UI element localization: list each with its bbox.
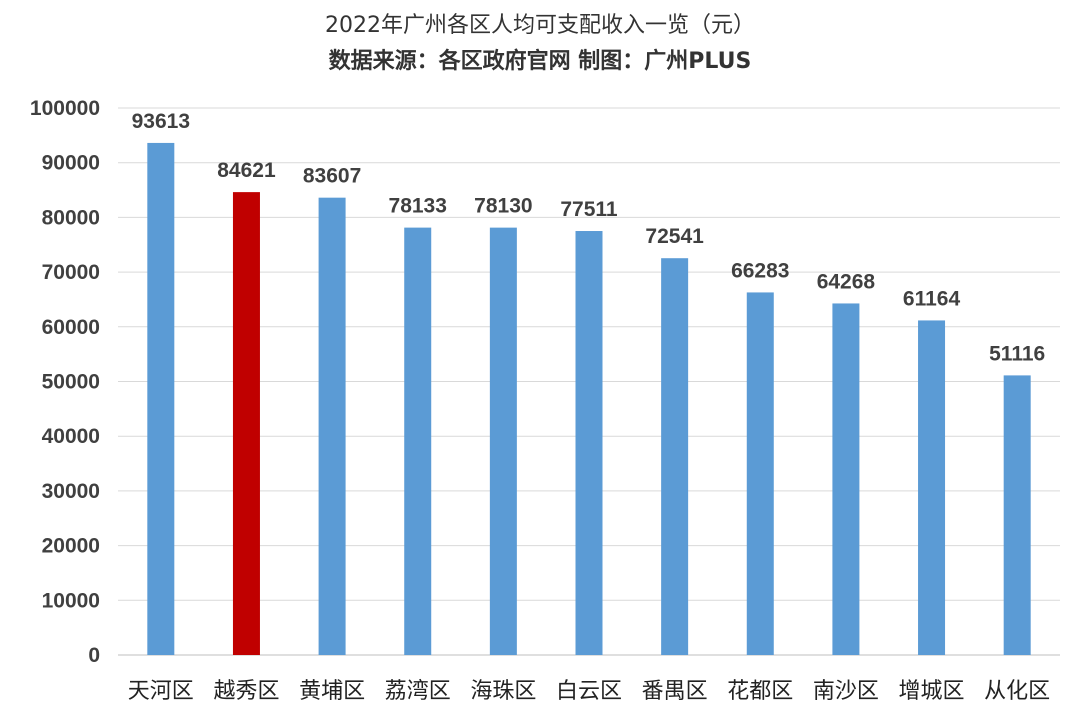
x-tick-label: 白云区 bbox=[556, 679, 622, 704]
y-tick-label: 70000 bbox=[42, 261, 100, 284]
y-tick-label: 30000 bbox=[42, 480, 100, 503]
bar bbox=[1003, 375, 1031, 655]
data-labels: 93613 84621 83607 78133 78130 77511 72541 66283… bbox=[132, 110, 1046, 365]
chart-title: 2022年广州各区人均可支配收入一览（元） bbox=[325, 13, 755, 38]
y-tick-label: 100000 bbox=[30, 97, 100, 120]
x-axis-ticks: 天河区 越秀区 黄埔区 荔湾区 海珠区 白云区 番禺区 花都区 南沙区 增城区 从化区 bbox=[128, 679, 1050, 704]
y-tick-label: 60000 bbox=[42, 316, 100, 339]
x-tick-label: 番禺区 bbox=[642, 679, 708, 704]
bar bbox=[746, 292, 774, 655]
y-tick-label: 40000 bbox=[42, 425, 100, 448]
bar bbox=[661, 258, 689, 655]
bar bbox=[918, 320, 946, 655]
bars bbox=[147, 142, 1031, 656]
y-tick-label: 20000 bbox=[42, 535, 100, 558]
bar bbox=[147, 142, 175, 655]
x-tick-label: 天河区 bbox=[128, 679, 194, 704]
y-tick-label: 10000 bbox=[42, 589, 100, 612]
data-label: 93613 bbox=[132, 110, 190, 133]
data-label: 51116 bbox=[989, 342, 1045, 365]
chart-subtitle: 数据来源：各区政府官网 制图：广州PLUS bbox=[329, 48, 752, 74]
x-tick-label: 南沙区 bbox=[813, 679, 879, 704]
data-label: 72541 bbox=[645, 225, 704, 248]
y-tick-label: 80000 bbox=[42, 206, 100, 229]
bar bbox=[832, 303, 860, 655]
bar bbox=[575, 231, 603, 655]
x-tick-label: 海珠区 bbox=[470, 679, 536, 704]
data-label: 66283 bbox=[731, 259, 789, 282]
data-label: 83607 bbox=[303, 165, 361, 188]
data-label: 78130 bbox=[474, 195, 532, 218]
x-tick-label: 增城区 bbox=[899, 679, 965, 704]
data-label: 61164 bbox=[903, 287, 961, 310]
y-tick-label: 50000 bbox=[42, 371, 100, 394]
bar bbox=[318, 197, 346, 655]
data-label: 77511 bbox=[560, 198, 618, 221]
x-tick-label: 花都区 bbox=[727, 679, 793, 704]
data-label: 84621 bbox=[217, 159, 276, 182]
x-tick-label: 越秀区 bbox=[213, 679, 279, 704]
bar bbox=[489, 227, 517, 655]
y-tick-label: 0 bbox=[88, 644, 100, 667]
x-tick-label: 黄埔区 bbox=[299, 679, 365, 704]
x-tick-label: 从化区 bbox=[984, 679, 1050, 704]
x-tick-label: 荔湾区 bbox=[385, 679, 451, 704]
data-label: 64268 bbox=[817, 270, 876, 293]
data-label: 78133 bbox=[389, 195, 447, 218]
bar bbox=[232, 192, 260, 656]
y-axis-ticks: 0 10000 20000 30000 40000 50000 60000 70000 8000… bbox=[30, 97, 100, 667]
y-tick-label: 90000 bbox=[42, 152, 100, 175]
bar bbox=[404, 227, 432, 655]
